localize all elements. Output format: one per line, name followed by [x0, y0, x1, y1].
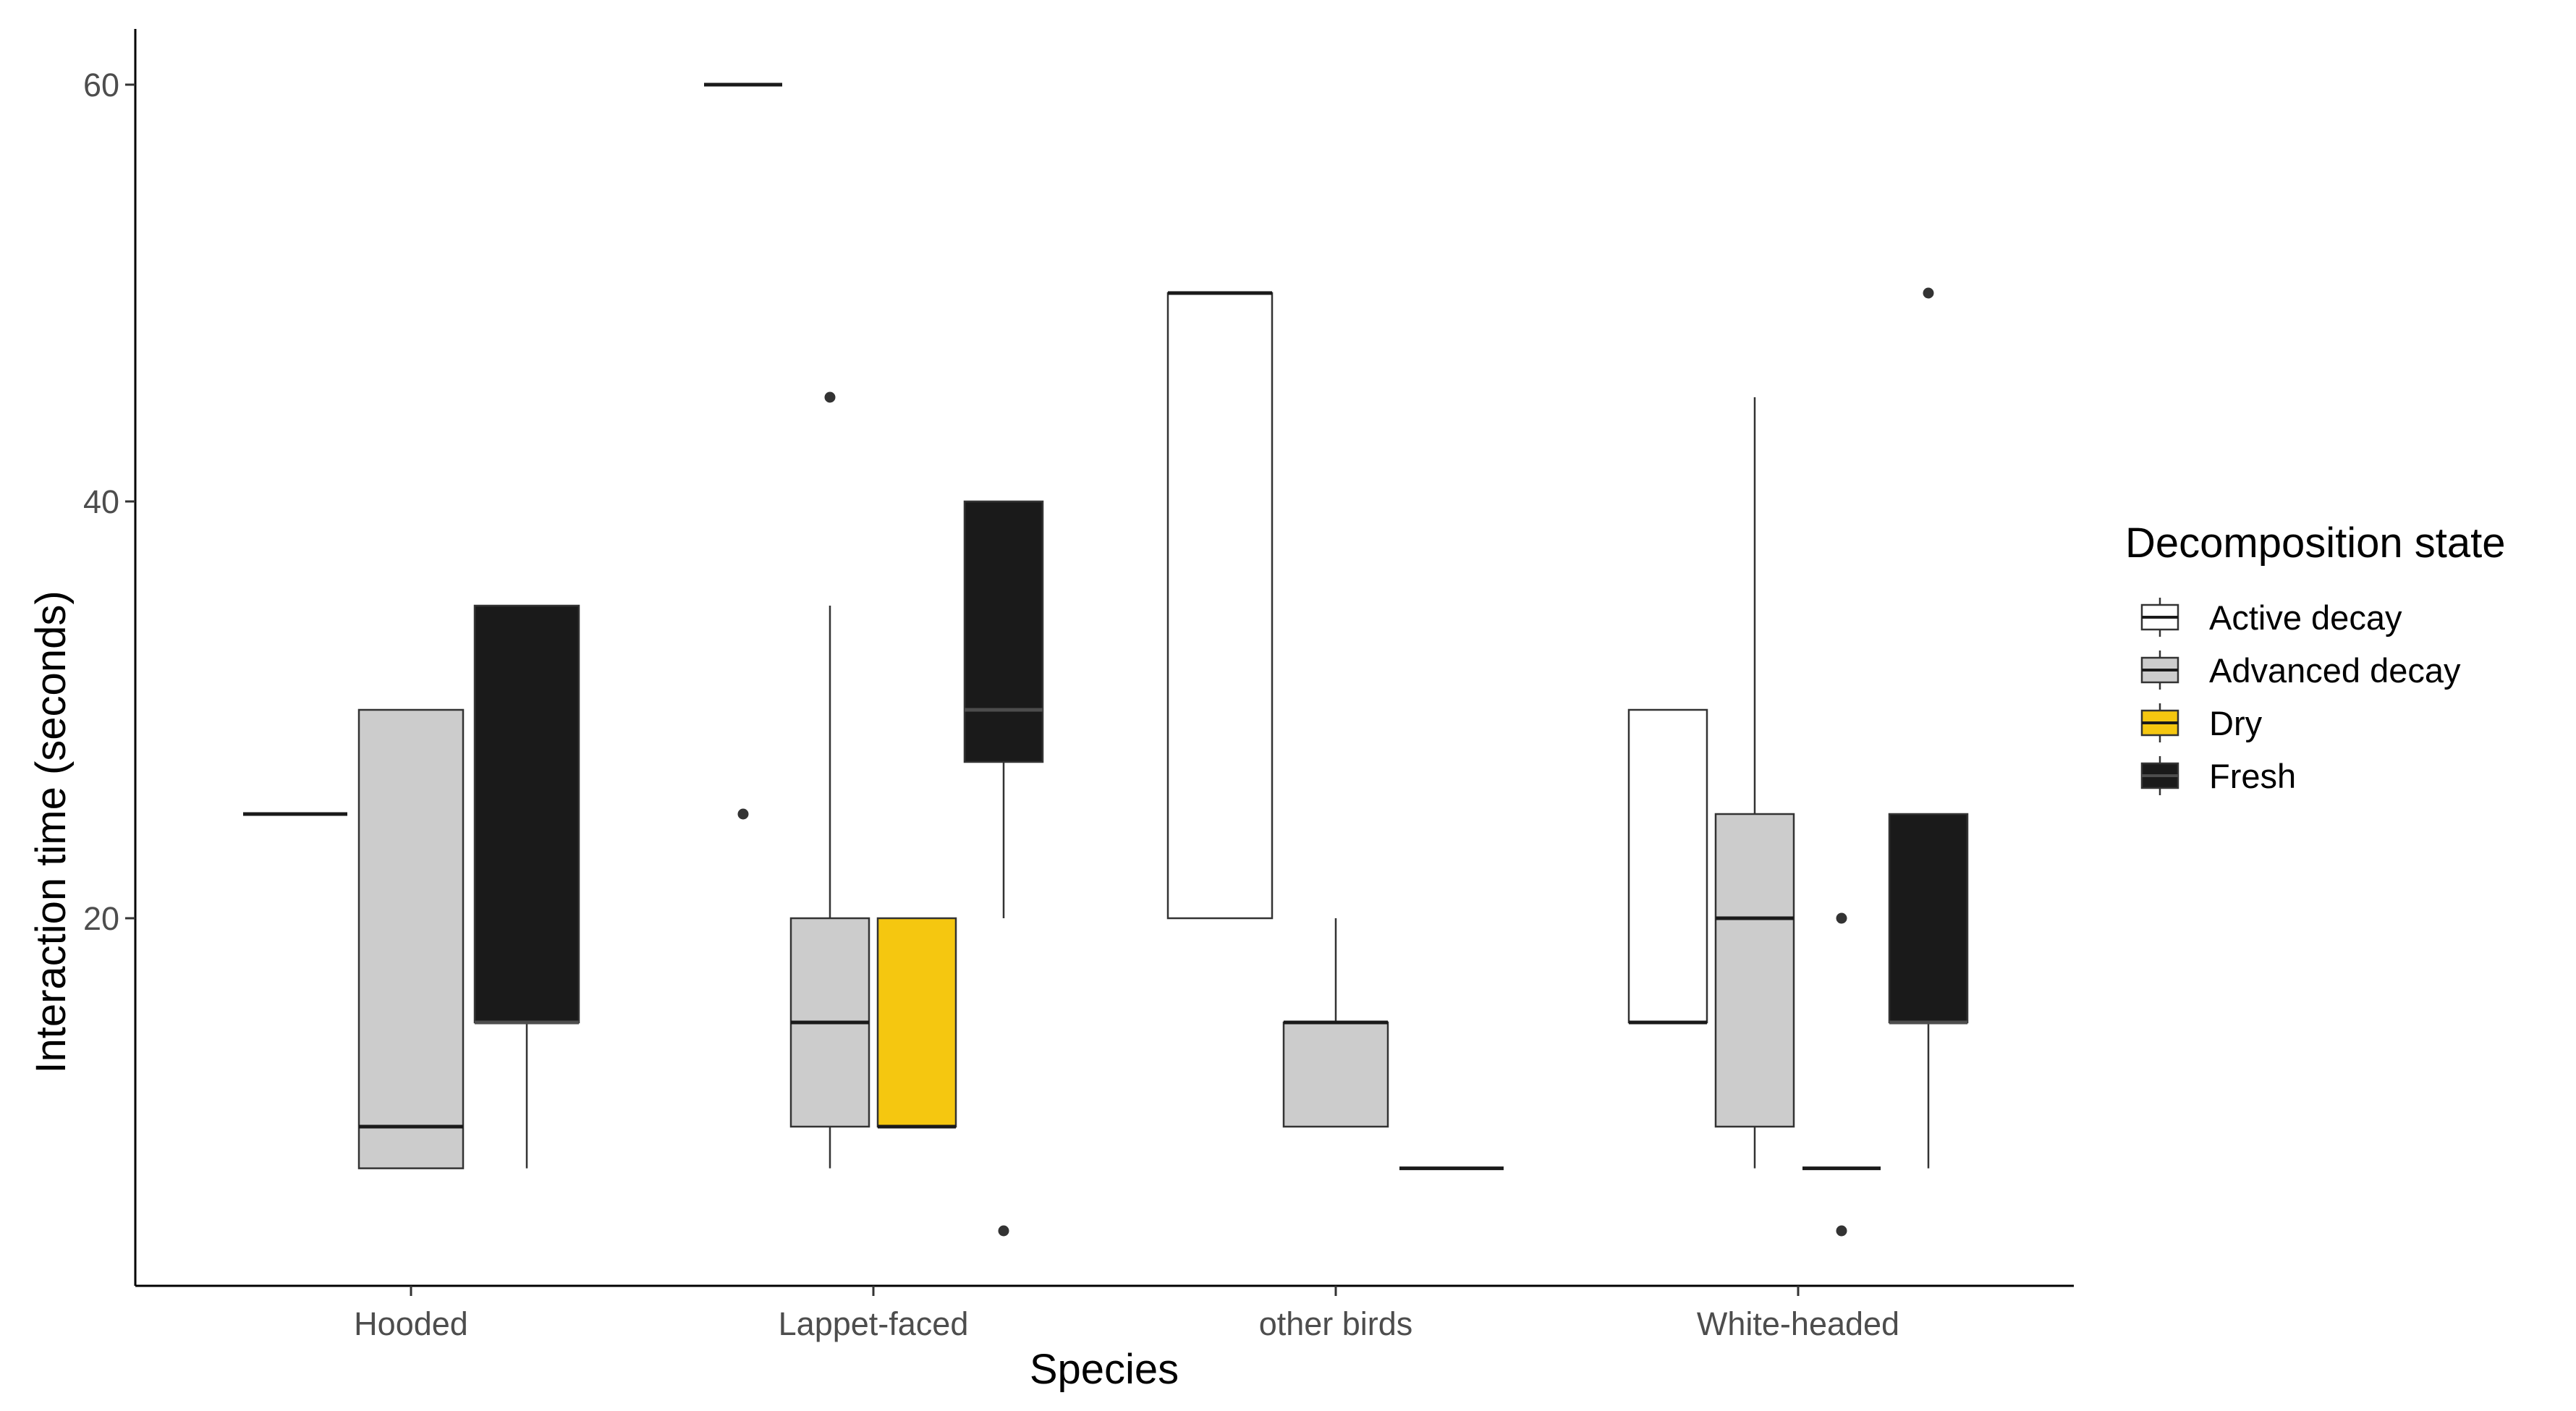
legend-item-fresh: Fresh: [2140, 756, 2296, 795]
legend-label: Active decay: [2209, 598, 2402, 637]
box-active-decay: [1627, 708, 1708, 1025]
legend-item-advanced-decay: Advanced decay: [2140, 651, 2461, 690]
outlier-point: [824, 391, 836, 403]
box-fresh: [1888, 287, 1969, 1169]
x-tick-label: Hooded: [354, 1305, 468, 1342]
box-active-decay: [1166, 291, 1274, 920]
box-body: [1627, 708, 1708, 1024]
x-axis-title: Species: [1030, 1346, 1179, 1393]
box-fresh: [963, 500, 1044, 1237]
legend-label: Fresh: [2209, 757, 2296, 795]
box-advanced-decay: [1714, 397, 1795, 1169]
box-body: [473, 604, 580, 1024]
box-body: [1282, 1021, 1389, 1128]
box-advanced-decay: [789, 391, 870, 1169]
y-tick-label: 40: [83, 483, 119, 520]
boxes: [243, 82, 1969, 1237]
y-axis-title: Interaction time (seconds): [27, 590, 75, 1073]
x-tick-label: other birds: [1259, 1305, 1413, 1342]
legend: Decomposition state Active decay Advanced…: [2125, 520, 2505, 795]
box-dry: [876, 917, 957, 1129]
box-body: [1888, 813, 1969, 1024]
box-body: [1714, 813, 1795, 1128]
legend-label: Advanced decay: [2209, 651, 2461, 690]
y-tick-label: 60: [83, 67, 119, 103]
box-dry: [1802, 912, 1881, 1237]
x-ticks: Hooded Lappet-faced other birds White-heade…: [354, 1286, 1899, 1342]
box-dry: [704, 82, 782, 820]
y-ticks: 20 40 60: [83, 67, 135, 937]
box-body: [876, 917, 957, 1128]
box-advanced-decay: [1282, 918, 1389, 1128]
outlier-point: [998, 1225, 1009, 1237]
box-advanced-decay: [357, 708, 465, 1169]
outlier-point: [737, 808, 749, 820]
box-body: [1166, 292, 1274, 920]
legend-item-active-decay: Active decay: [2140, 598, 2402, 637]
legend-title: Decomposition state: [2125, 520, 2505, 567]
box-fresh: [473, 604, 580, 1169]
x-tick-label: Lappet-faced: [779, 1305, 969, 1342]
legend-label: Dry: [2209, 704, 2263, 742]
box-body: [963, 500, 1044, 763]
legend-items: Active decay Advanced decay Dry Fresh: [2140, 598, 2461, 795]
outlier-point: [1923, 287, 1934, 299]
legend-item-dry: Dry: [2140, 703, 2263, 742]
box-body: [357, 708, 465, 1169]
x-tick-label: White-headed: [1697, 1305, 1899, 1342]
outlier-point: [1836, 1225, 1847, 1237]
y-tick-label: 20: [83, 900, 119, 937]
plot-area: 20 40 60 Hooded Lappet-faced other birds Whit…: [83, 29, 2074, 1342]
outlier-point: [1836, 912, 1847, 924]
